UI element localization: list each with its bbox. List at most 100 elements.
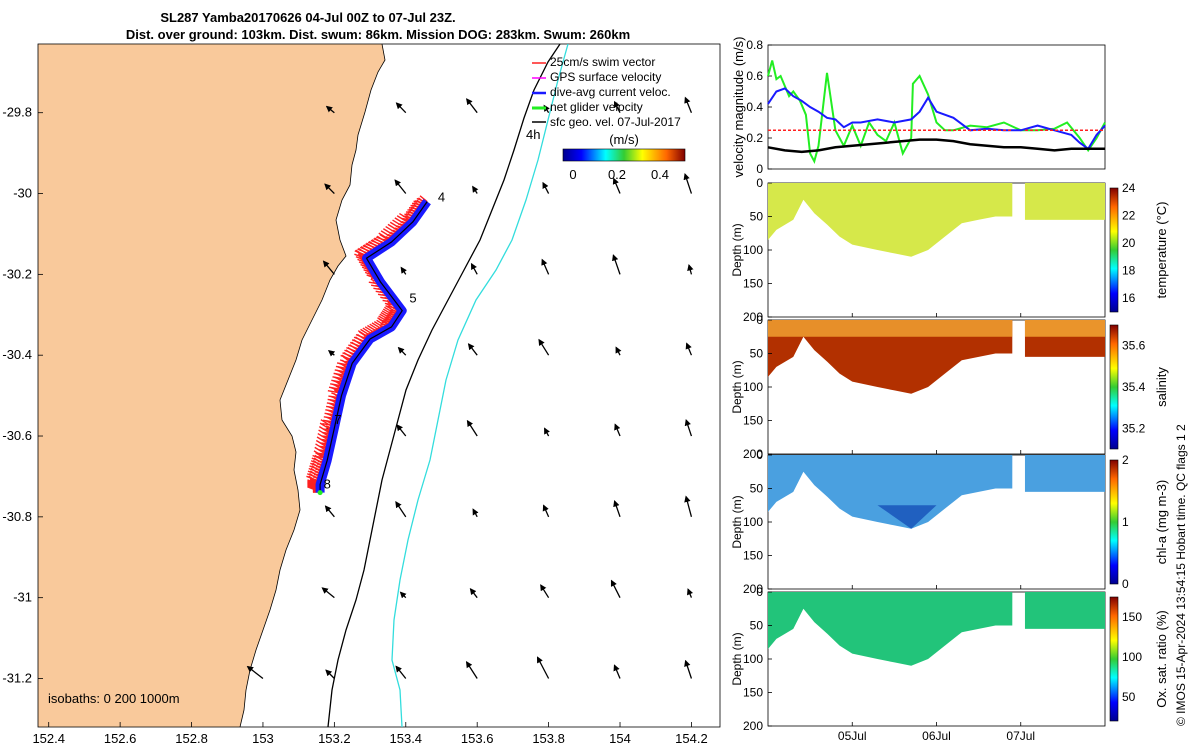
section-colorbar-tick: 100: [1122, 650, 1142, 664]
map-x-tick-label: 153: [252, 731, 274, 746]
geo-velocity-arrow: [610, 579, 621, 598]
map-x-tick-label: 153.2: [318, 731, 351, 746]
geo-velocity-arrow: [399, 591, 407, 599]
velocity-series-blue: [767, 87, 1106, 151]
land-mass: [38, 44, 386, 727]
geo-velocity-arrow: [542, 504, 550, 518]
legend-gps-velocity: GPS surface velocity: [550, 70, 661, 84]
geo-velocity-arrow: [615, 346, 622, 356]
speed-colorbar-label: (m/s): [609, 132, 639, 147]
geo-velocity-arrow: [395, 665, 407, 679]
credit-line: © IMOS 15-Apr-2024 13:54:15 Hobart time.…: [1174, 424, 1188, 726]
section-colorbar-tick: 16: [1122, 291, 1136, 305]
geo-velocity-arrow: [538, 338, 550, 356]
section-y-tick-label: 50: [750, 347, 764, 361]
geo-velocity-arrow: [612, 254, 621, 275]
section-y-tick-label: 150: [743, 549, 763, 563]
section-y-tick-label: 150: [743, 414, 763, 428]
geo-velocity-arrow: [541, 258, 550, 275]
geo-velocity-arrow: [400, 266, 407, 275]
section-colorbar-tick: 150: [1122, 610, 1142, 624]
geo-velocity-arrow: [684, 419, 693, 437]
section-colorbar-tick: 35.6: [1122, 339, 1146, 353]
geo-velocity-arrow: [614, 100, 621, 113]
swim-vector-mark: [419, 195, 428, 203]
section-colorbar-tick: 20: [1122, 236, 1136, 250]
section-x-tick-label: 06Jul: [922, 729, 951, 743]
section-y-tick-label: 100: [743, 243, 763, 257]
geo-velocity-arrow: [472, 185, 479, 194]
section-surface-layer: [768, 320, 1013, 337]
section-surface-layer: [1024, 320, 1105, 337]
section-y-tick-label: 100: [743, 515, 763, 529]
geo-velocity-arrow: [324, 183, 335, 194]
section-colorbar-tick: 35.4: [1122, 380, 1146, 394]
velocity-y-tick-label: 0.6: [746, 69, 763, 83]
section-y-tick-label: 0: [756, 585, 763, 599]
map-y-tick-label: -31.2: [2, 671, 32, 686]
section-panel-3: 0 50 100 150 200 Depth (m) 0 1 2 chl-a (mg m-3): [730, 448, 1169, 596]
map-panel: 152.4 152.6 152.8 153 153.2 153.4 153.6 153.8 15…: [2, 43, 721, 746]
legend-swim-vector: 25cm/s swim vector: [550, 55, 655, 69]
section-colorbar-label: Ox. sat. ratio (%): [1154, 610, 1169, 708]
speed-colorbar-tick: 0.2: [608, 167, 626, 182]
section-panel-4: 0 50 100 150 200 Depth (m) 50 100 150 Ox. sat. ra…: [730, 585, 1169, 743]
map-x-tick-label: 153.8: [532, 731, 565, 746]
geo-velocity-arrow: [685, 342, 693, 356]
map-y-tick-label: -30.4: [2, 347, 32, 362]
geo-velocity-arrow: [613, 500, 621, 518]
section-y-tick-label: 200: [743, 582, 763, 596]
section-ylabel: Depth (m): [730, 360, 744, 413]
section-colorbar: [1109, 596, 1119, 722]
geo-velocity-arrow: [684, 659, 693, 679]
section-colorbar-tick: 50: [1122, 690, 1136, 704]
map-x-tick-label: 153.6: [461, 731, 494, 746]
section-colorbar-label: salinity: [1154, 367, 1169, 407]
section-colorbar: [1109, 459, 1119, 585]
section-y-tick-label: 50: [750, 482, 764, 496]
map-x-tick-label: 154: [609, 731, 631, 746]
section-y-tick-label: 100: [743, 652, 763, 666]
geo-velocity-arrow: [465, 661, 478, 679]
section-y-tick-label: 200: [743, 447, 763, 461]
section-data-fill: [768, 320, 1013, 394]
velocity-y-tick-label: 0.8: [746, 38, 763, 52]
section-data-fill: [1024, 455, 1105, 492]
geo-velocity-arrow: [324, 505, 335, 518]
section-colorbar: [1109, 187, 1119, 313]
legend-geo-velocity: sfc geo. vel. 07-Jul-2017: [550, 115, 681, 129]
map-legend: 25cm/s swim vector GPS surface velocity …: [532, 55, 681, 129]
velocity-ylabel: velocity magnitude (m/s): [731, 37, 746, 178]
isobath-200m: [327, 44, 561, 727]
section-data-fill: [1024, 592, 1105, 629]
section-y-tick-label: 200: [743, 310, 763, 324]
legend-current-velocity: dive-avg current veloc.: [550, 85, 671, 99]
velocity-y-tick-label: 0: [756, 162, 763, 176]
geo-velocity-arrow: [684, 495, 693, 518]
section-ylabel: Depth (m): [730, 223, 744, 276]
geo-velocity-arrow: [613, 664, 621, 679]
map-x-ticks: 152.4 152.6 152.8 153 153.2 153.4 153.6 153.8 15…: [32, 722, 708, 746]
geo-velocity-arrow: [687, 263, 694, 275]
geo-velocity-arrow: [321, 587, 335, 599]
section-y-tick-label: 150: [743, 277, 763, 291]
title-line-1: SL287 Yamba20170626 04-Jul 00Z to 07-Jul…: [160, 10, 455, 25]
velocity-series: [767, 60, 1106, 164]
section-colorbar-tick: 18: [1122, 264, 1136, 278]
section-y-tick-label: 150: [743, 686, 763, 700]
geo-velocity-arrow: [536, 656, 550, 679]
geo-velocity-arrow: [322, 260, 335, 275]
track-day-label: 5: [409, 291, 416, 306]
section-y-tick-label: 50: [750, 619, 764, 633]
glider-track: [306, 195, 431, 496]
title-line-2: Dist. over ground: 103km. Dist. swum: 86…: [126, 27, 630, 42]
map-x-tick-label: 152.8: [175, 731, 208, 746]
map-x-tick-label: 153.4: [390, 731, 423, 746]
map-y-tick-label: -29.8: [2, 105, 32, 120]
map-y-tick-label: -31: [13, 590, 32, 605]
section-y-tick-label: 0: [756, 448, 763, 462]
geo-velocity-arrow: [395, 501, 407, 518]
geo-velocity-arrow: [395, 102, 407, 114]
